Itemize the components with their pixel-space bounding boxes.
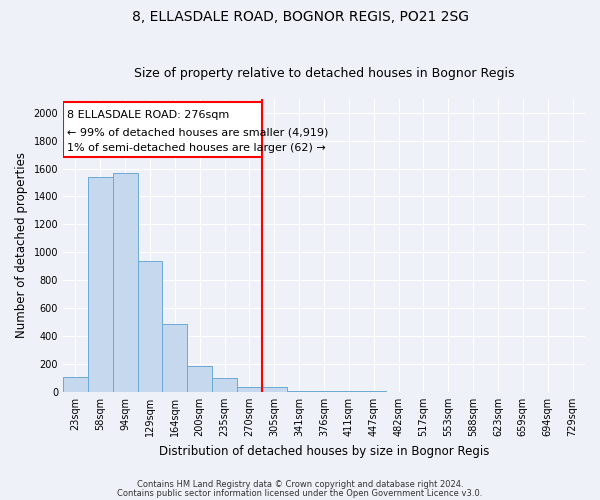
Bar <box>63 376 88 392</box>
Text: ← 99% of detached houses are smaller (4,919): ← 99% of detached houses are smaller (4,… <box>67 128 328 138</box>
Bar <box>361 391 386 392</box>
Bar <box>287 390 311 392</box>
Bar <box>337 391 361 392</box>
Bar <box>63 102 262 158</box>
X-axis label: Distribution of detached houses by size in Bognor Regis: Distribution of detached houses by size … <box>159 444 489 458</box>
Text: 1% of semi-detached houses are larger (62) →: 1% of semi-detached houses are larger (6… <box>67 142 326 152</box>
Bar <box>113 172 137 392</box>
Bar <box>187 366 212 392</box>
Bar <box>163 324 187 392</box>
Text: Contains HM Land Registry data © Crown copyright and database right 2024.: Contains HM Land Registry data © Crown c… <box>137 480 463 489</box>
Bar <box>88 177 113 392</box>
Title: Size of property relative to detached houses in Bognor Regis: Size of property relative to detached ho… <box>134 66 514 80</box>
Y-axis label: Number of detached properties: Number of detached properties <box>15 152 28 338</box>
Bar <box>311 391 337 392</box>
Bar <box>237 387 262 392</box>
Text: 8, ELLASDALE ROAD, BOGNOR REGIS, PO21 2SG: 8, ELLASDALE ROAD, BOGNOR REGIS, PO21 2S… <box>131 10 469 24</box>
Bar <box>137 260 163 392</box>
Text: Contains public sector information licensed under the Open Government Licence v3: Contains public sector information licen… <box>118 488 482 498</box>
Text: 8 ELLASDALE ROAD: 276sqm: 8 ELLASDALE ROAD: 276sqm <box>67 110 229 120</box>
Bar <box>262 387 287 392</box>
Bar <box>212 378 237 392</box>
